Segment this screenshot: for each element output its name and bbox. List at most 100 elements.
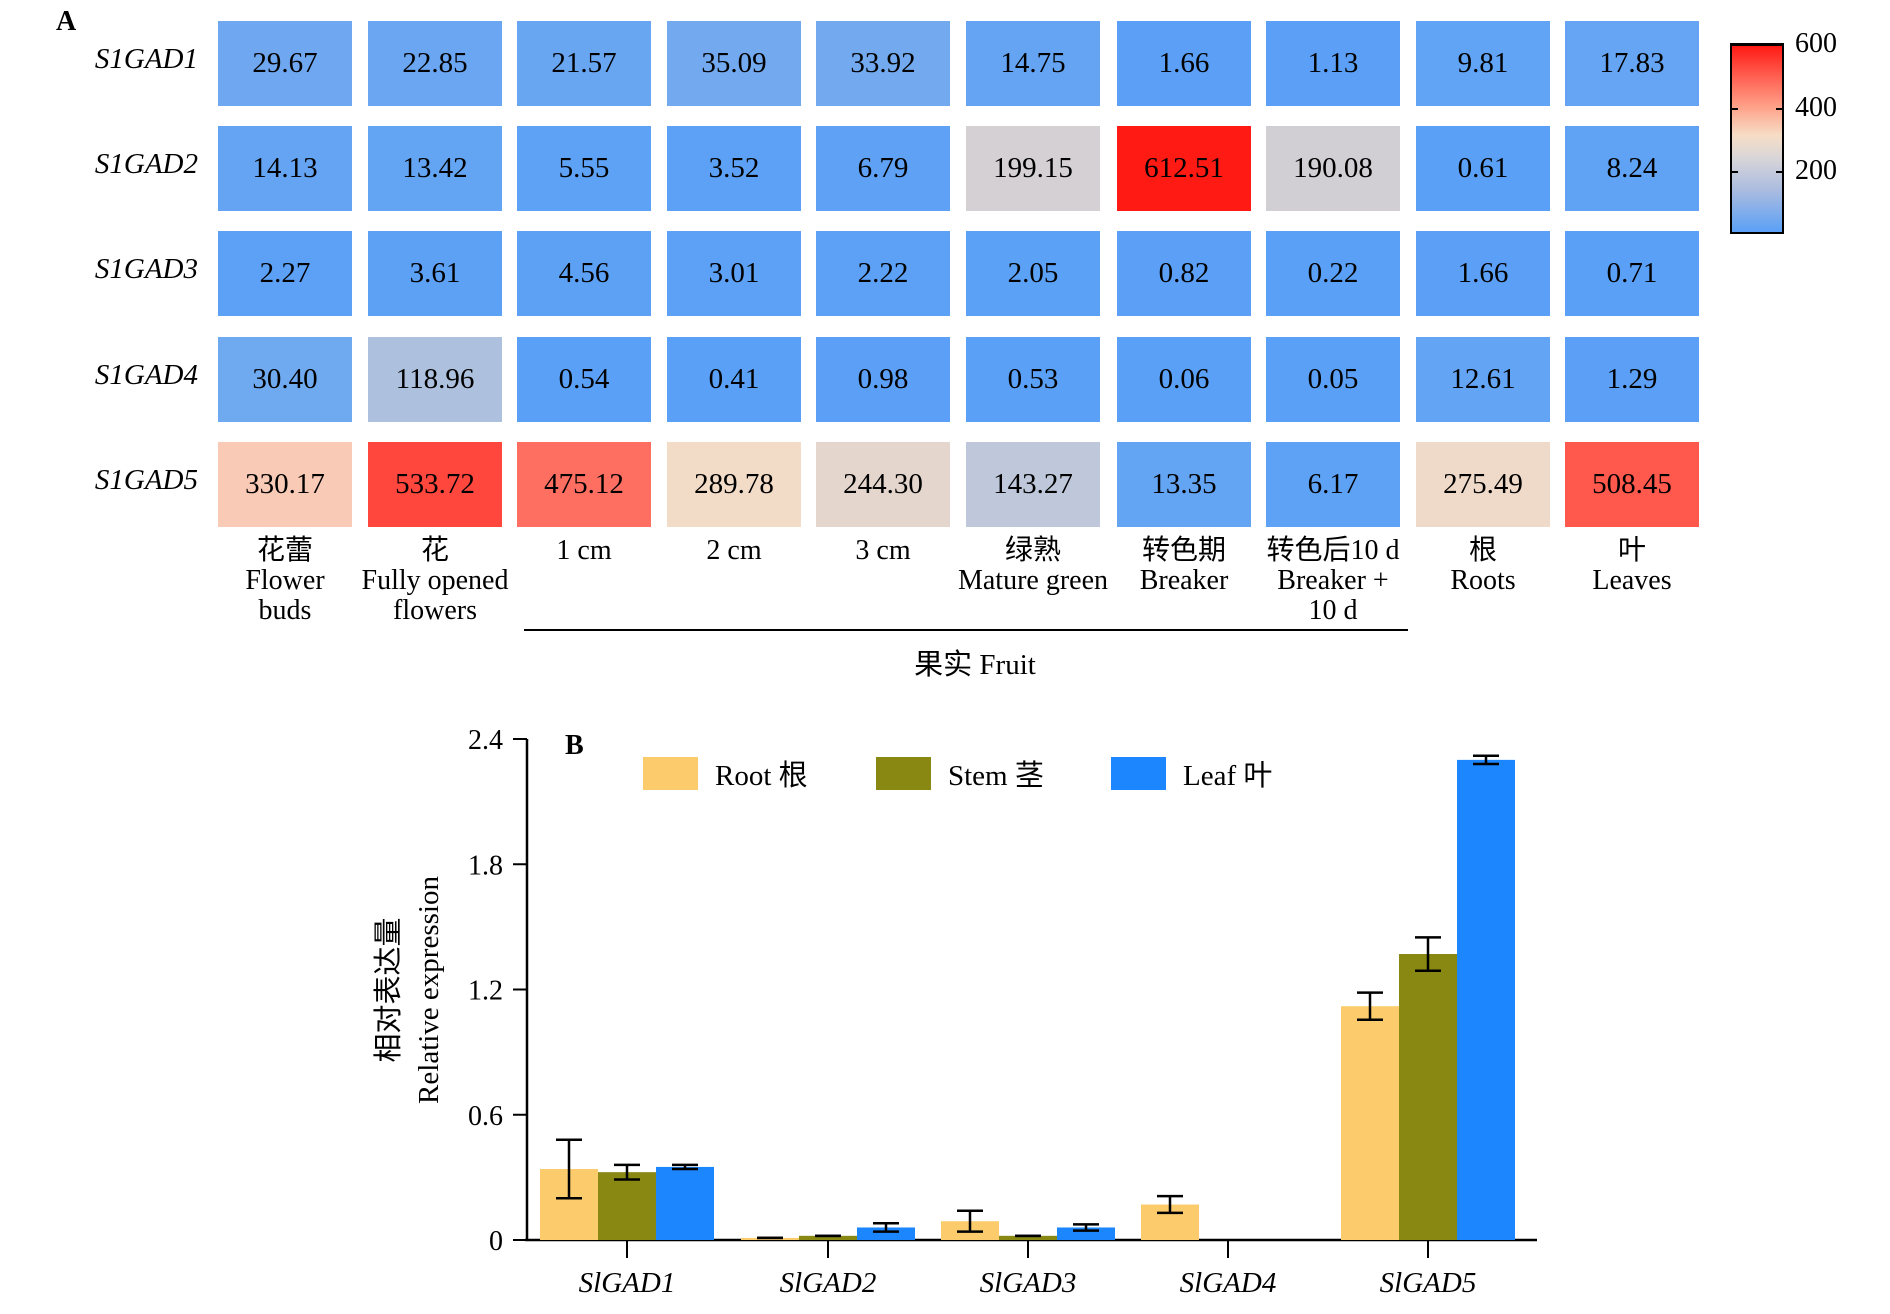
heatmap-cell: 33.92 — [816, 21, 950, 106]
heatmap-cell: 1.66 — [1416, 231, 1550, 316]
column-label-line: flowers — [393, 595, 477, 626]
heatmap-column-label: 花 Fully opened flowers — [355, 536, 515, 626]
column-label-line: Fully opened — [361, 565, 509, 596]
column-label-line: Roots — [1450, 565, 1516, 596]
column-label-line: 10 d — [1308, 595, 1358, 626]
column-label-line: 花 — [420, 535, 449, 566]
heatmap-cell: 0.61 — [1416, 126, 1550, 211]
legend-swatch — [643, 757, 698, 790]
heatmap-row-label: S1GAD4 — [94, 359, 198, 391]
heatmap-cell: 0.06 — [1117, 337, 1251, 422]
heatmap-cell: 508.45 — [1565, 442, 1699, 527]
x-tick-label: SlGAD5 — [1380, 1267, 1477, 1299]
heatmap-cell: 0.53 — [966, 337, 1100, 422]
y-axis-label: Relative expression — [413, 876, 445, 1104]
heatmap-cell: 0.98 — [816, 337, 950, 422]
x-tick-label: SlGAD3 — [980, 1267, 1077, 1299]
bar-leaf — [1457, 759, 1515, 1240]
colorbar — [1730, 44, 1784, 234]
y-tick-label: 1.2 — [468, 976, 503, 1007]
colorbar-tick-label-400: 400 — [1795, 92, 1837, 123]
heatmap-cell: 5.55 — [517, 126, 651, 211]
heatmap-cell: 9.81 — [1416, 21, 1550, 106]
heatmap-cell: 275.49 — [1416, 442, 1550, 527]
legend-swatch — [876, 757, 931, 790]
x-tick-label: SlGAD4 — [1180, 1267, 1277, 1299]
heatmap-cell: 0.22 — [1266, 231, 1400, 316]
heatmap-cell: 330.17 — [218, 442, 352, 527]
heatmap-cell: 143.27 — [966, 442, 1100, 527]
heatmap-cell: 6.17 — [1266, 442, 1400, 527]
column-label-line: 转色期 — [1141, 535, 1226, 566]
panel-b-letter: B — [565, 730, 584, 761]
legend-swatch — [1111, 757, 1166, 790]
heatmap-row-label: S1GAD5 — [94, 464, 198, 496]
heatmap-row-label: S1GAD3 — [94, 253, 198, 285]
heatmap-cell: 29.67 — [218, 21, 352, 106]
heatmap-cell: 0.41 — [667, 337, 801, 422]
heatmap-column-label: 2 cm — [654, 536, 814, 566]
column-label-line: 花蕾 — [256, 535, 313, 566]
legend-label: Stem 茎 — [948, 759, 1044, 792]
x-tick-label: SlGAD1 — [579, 1267, 676, 1299]
bar-leaf — [857, 1227, 915, 1240]
heatmap-cell: 1.29 — [1565, 337, 1699, 422]
bar-stem — [598, 1172, 656, 1240]
column-label-line: 1 cm — [556, 535, 612, 566]
heatmap-cell: 13.35 — [1117, 442, 1251, 527]
heatmap-cell: 14.13 — [218, 126, 352, 211]
heatmap-cell: 199.15 — [966, 126, 1100, 211]
y-tick-label: 2.4 — [468, 725, 503, 756]
y-tick-label: 0.6 — [468, 1101, 503, 1132]
heatmap-cell: 12.61 — [1416, 337, 1550, 422]
colorbar-tickmark-200r — [1776, 171, 1784, 173]
colorbar-tickmark-400 — [1730, 108, 1738, 110]
bar-stem — [1399, 954, 1457, 1240]
heatmap-cell: 21.57 — [517, 21, 651, 106]
heatmap-cell: 6.79 — [816, 126, 950, 211]
heatmap-column-label: 转色期 Breaker — [1104, 536, 1264, 596]
column-label-line: 3 cm — [855, 535, 911, 566]
column-label-line: 根 — [1468, 535, 1497, 566]
heatmap-row-label: S1GAD1 — [94, 43, 198, 75]
heatmap-cell: 3.01 — [667, 231, 801, 316]
column-label-line: Breaker — [1139, 565, 1229, 596]
y-axis-label-zh: 相对表达量 — [372, 917, 405, 1062]
column-label-line: 2 cm — [706, 535, 762, 566]
column-label-line: 转色后10 d — [1266, 535, 1400, 566]
legend-label: Leaf 叶 — [1183, 760, 1272, 792]
column-label-line: Breaker + — [1277, 565, 1389, 596]
bar-leaf — [656, 1166, 714, 1240]
heatmap-column-label: 转色后10 d Breaker +10 d — [1243, 536, 1423, 626]
heatmap-cell: 35.09 — [667, 21, 801, 106]
heatmap-cell: 0.05 — [1266, 337, 1400, 422]
heatmap-cell: 13.42 — [368, 126, 502, 211]
y-tick-label: 1.8 — [468, 850, 503, 881]
heatmap-cell: 190.08 — [1266, 126, 1400, 211]
bar-leaf — [1057, 1227, 1115, 1240]
column-label-line: Flower — [245, 565, 325, 596]
heatmap-cell: 1.66 — [1117, 21, 1251, 106]
colorbar-tick-label-200: 200 — [1795, 155, 1837, 186]
heatmap-column-label: 根 Roots — [1403, 536, 1563, 596]
heatmap-column-label: 3 cm — [803, 536, 963, 566]
legend-label: Root 根 — [715, 759, 808, 792]
heatmap-cell: 3.61 — [368, 231, 502, 316]
heatmap-cell: 2.22 — [816, 231, 950, 316]
heatmap-cell: 612.51 — [1117, 126, 1251, 211]
fruit-group-label: 果实 Fruit — [914, 649, 1036, 681]
heatmap-cell: 4.56 — [517, 231, 651, 316]
heatmap-column-label: 叶 Leaves — [1552, 536, 1712, 596]
heatmap-cell: 22.85 — [368, 21, 502, 106]
column-label-line: Leaves — [1592, 565, 1672, 596]
panel-a-letter: A — [56, 6, 77, 37]
colorbar-tick-label-600: 600 — [1795, 28, 1837, 59]
heatmap-cell: 244.30 — [816, 442, 950, 527]
heatmap-column-label: 花蕾 Flower buds — [205, 536, 365, 626]
heatmap-row-label: S1GAD2 — [94, 148, 198, 180]
bar-stem — [999, 1235, 1057, 1240]
heatmap-cell: 2.05 — [966, 231, 1100, 316]
column-label-line: 绿熟 — [1004, 535, 1061, 566]
heatmap-cell: 8.24 — [1565, 126, 1699, 211]
heatmap-cell: 475.12 — [517, 442, 651, 527]
